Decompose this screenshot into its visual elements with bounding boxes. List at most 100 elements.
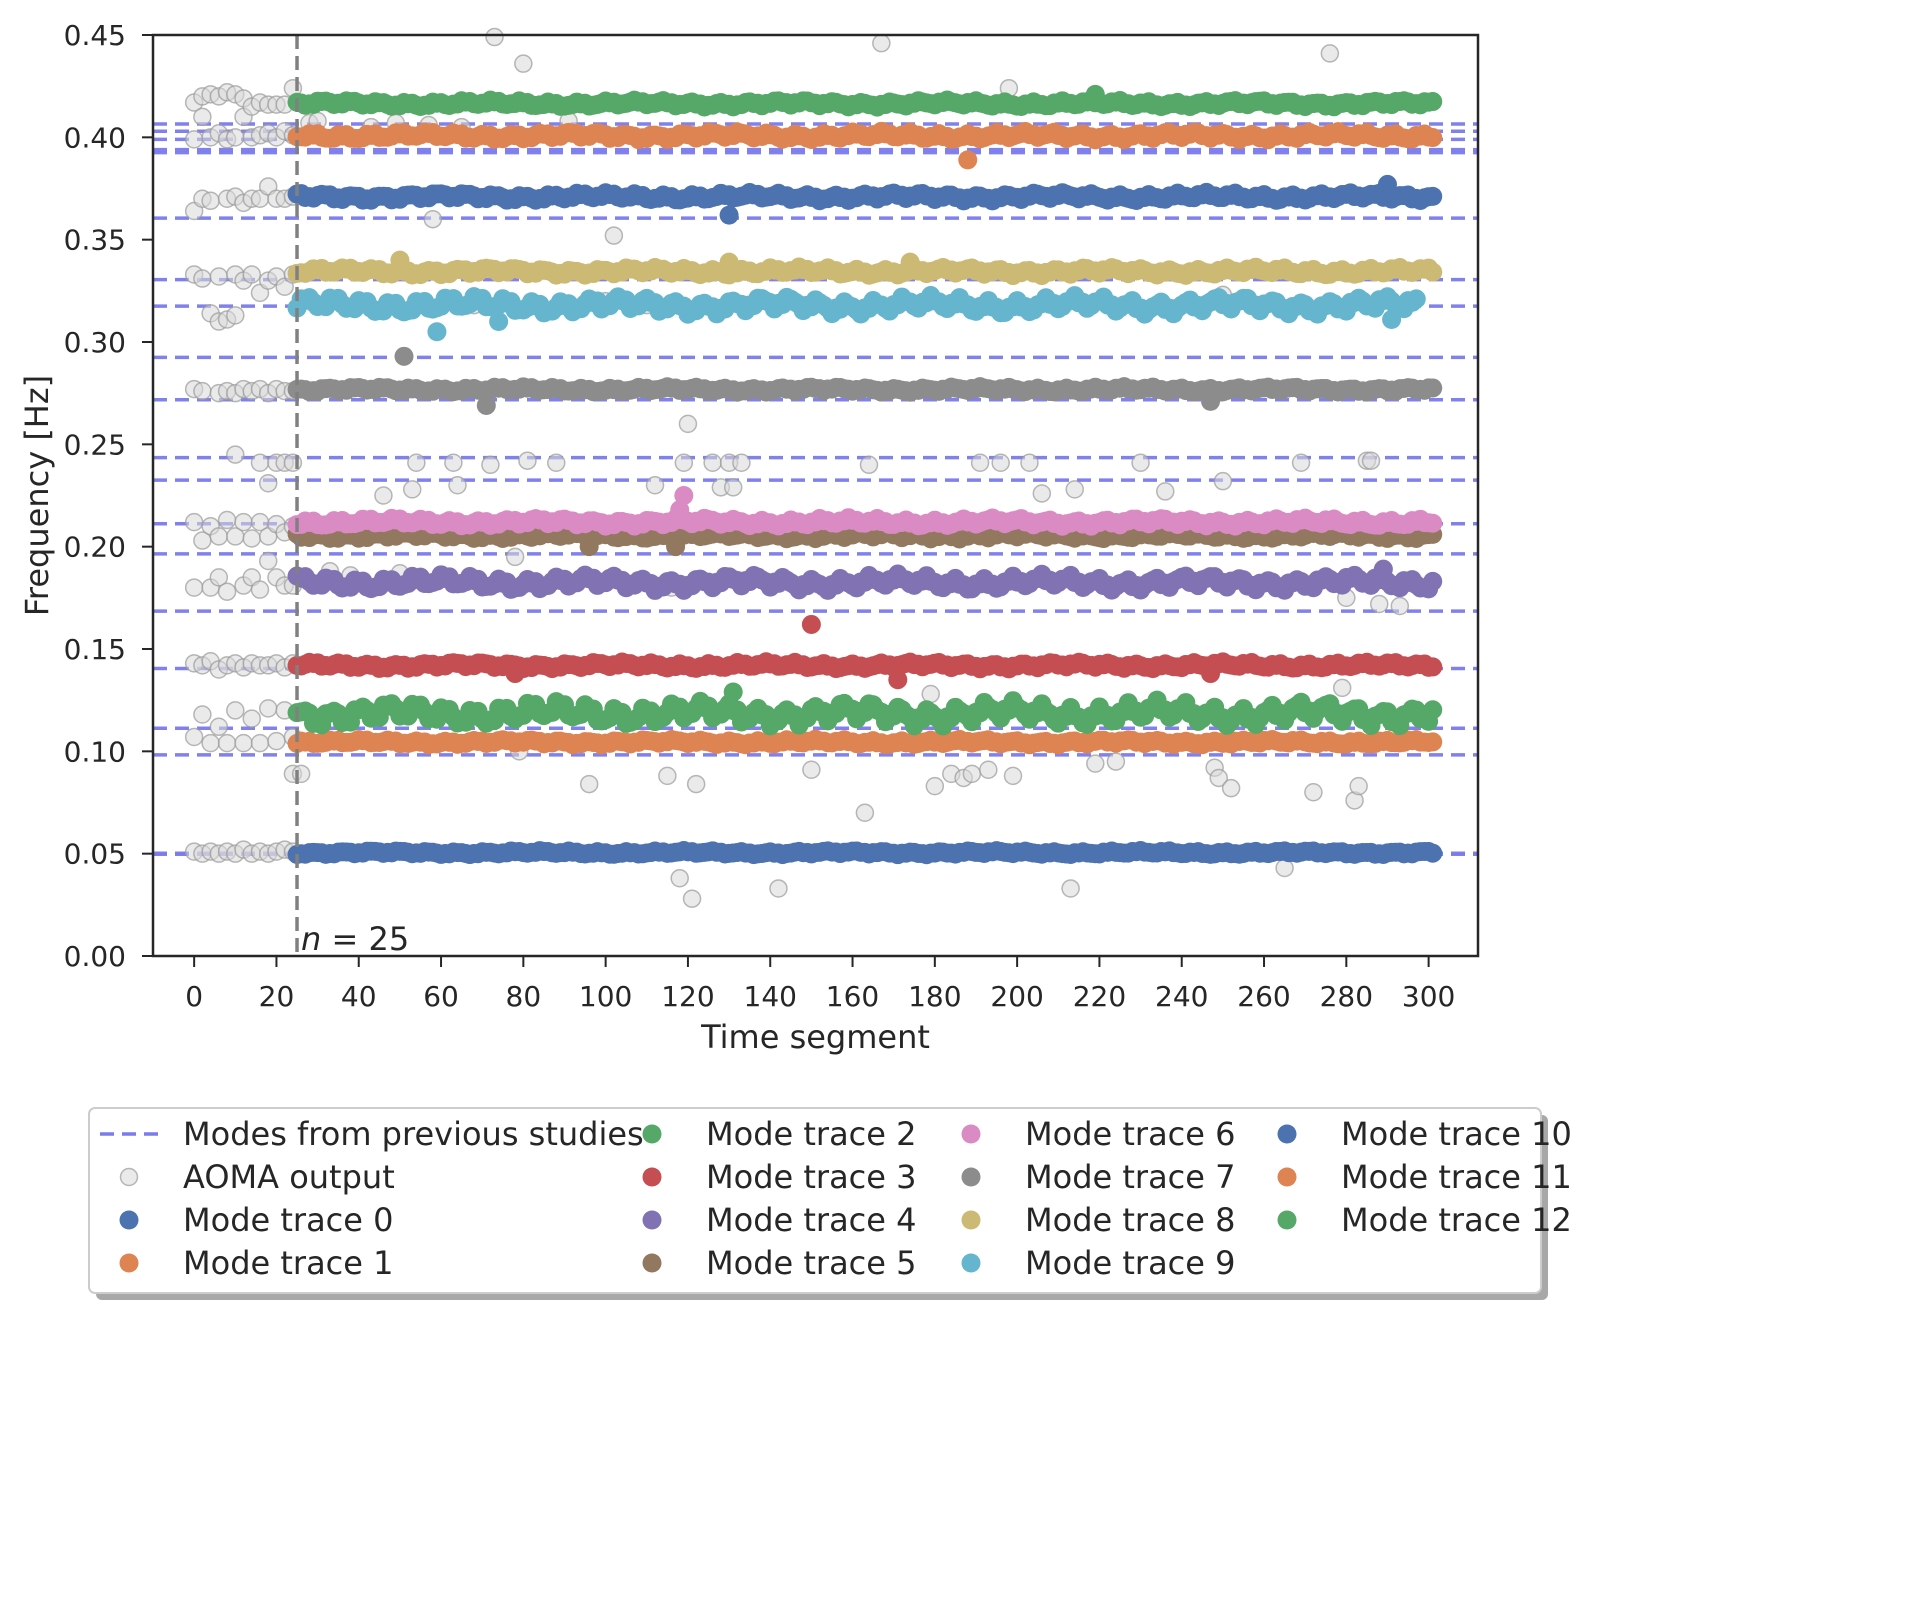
aoma-output-point: [1156, 482, 1175, 501]
y-tick-label: 0.40: [64, 121, 126, 154]
aoma-output-point: [423, 209, 443, 229]
aoma-output-point: [250, 453, 270, 473]
aoma-output-point: [283, 453, 303, 473]
mode-trace-5-point: [666, 537, 686, 557]
y-tick-label: 0.30: [64, 326, 126, 359]
mode-trace-3-point: [888, 670, 908, 690]
x-tick-label: 80: [506, 980, 542, 1013]
aoma-output-point: [242, 529, 262, 548]
aoma-output-point: [209, 568, 229, 587]
mode-trace-8-point: [900, 252, 920, 272]
x-tick-label: 180: [908, 980, 961, 1013]
legend-marker-circle: [1277, 1210, 1297, 1230]
aoma-output-point: [991, 453, 1010, 473]
aoma-output-point: [925, 776, 945, 796]
aoma-output-point: [184, 130, 204, 149]
aoma-output-point: [1131, 453, 1150, 473]
aoma-output-point: [1369, 594, 1389, 614]
x-tick-label: 260: [1237, 980, 1290, 1013]
legend-marker-circle: [961, 1210, 981, 1230]
legend-label: Mode trace 11: [1341, 1158, 1572, 1196]
aoma-output-point: [407, 453, 426, 473]
mode-trace-3-point: [801, 614, 821, 634]
aoma-output-point: [258, 473, 278, 493]
mode-trace-11-point: [958, 150, 978, 170]
aoma-output-point: [658, 766, 677, 786]
aoma-output-point: [962, 764, 982, 784]
legend-label: Mode trace 7: [1025, 1158, 1235, 1196]
aoma-output-point: [1065, 480, 1084, 499]
y-tick-label: 0.45: [64, 19, 126, 52]
legend-marker-circle: [1277, 1167, 1297, 1187]
n-threshold-label-var: n: [301, 920, 321, 958]
aoma-output-point: [184, 727, 204, 747]
mode-trace-8-point: [390, 250, 410, 270]
x-tick-label: 20: [259, 980, 295, 1013]
mode-trace-9-point: [489, 312, 509, 332]
aoma-output-point: [242, 265, 262, 284]
mode-trace-3-point: [1201, 664, 1221, 684]
aoma-output-point: [1106, 752, 1126, 771]
mode-trace-9-point: [1382, 309, 1402, 329]
mode-trace-10: [287, 174, 1443, 225]
y-tick-label: 0.10: [64, 735, 126, 768]
aoma-output-point: [193, 381, 212, 401]
aoma-output-point: [979, 760, 998, 780]
aoma-output-point: [481, 455, 500, 475]
aoma-output-point: [242, 709, 262, 728]
x-axis-ticks: 0 20 40 60 80 100 120 140 160 180 200 220 240 260 280 3…: [185, 956, 1455, 1013]
x-tick-label: 200: [990, 980, 1043, 1013]
aoma-output-point: [193, 107, 212, 127]
aoma-output-point: [226, 445, 245, 464]
aoma-output-point: [723, 478, 743, 497]
mode-trace-points: [287, 84, 1443, 865]
aoma-output-point: [226, 306, 245, 325]
aoma-output-point: [250, 733, 270, 753]
legend-label: Mode trace 12: [1341, 1201, 1572, 1239]
aoma-output-point: [682, 889, 702, 908]
mode-trace-9: [287, 286, 1426, 342]
legend-label: Mode trace 5: [706, 1244, 916, 1282]
aoma-output-point: [670, 868, 689, 888]
mode-trace-3: [287, 614, 1443, 690]
mode-trace-2-point: [1085, 84, 1105, 104]
aoma-output-point: [201, 191, 220, 211]
legend-label: Mode trace 9: [1025, 1244, 1235, 1282]
y-axis-title: Frequency [Hz]: [18, 375, 56, 616]
aoma-output-point: [1320, 44, 1340, 63]
x-tick-label: 160: [826, 980, 879, 1013]
aoma-output-point: [855, 803, 875, 822]
mode-trace-12: [287, 682, 1443, 736]
mode-trace-7-point: [476, 395, 496, 415]
y-tick-label: 0.15: [64, 633, 126, 666]
legend-label: Mode trace 10: [1341, 1115, 1572, 1153]
aoma-output-point: [872, 33, 891, 53]
aoma-output-point: [234, 512, 253, 532]
legend-label: Mode trace 4: [706, 1201, 916, 1239]
aoma-output-point: [193, 269, 212, 288]
mode-trace-1: [287, 729, 1443, 755]
mode-trace-12-point: [723, 682, 743, 702]
mode-trace-6: [287, 486, 1443, 536]
aoma-output-point: [859, 455, 879, 475]
legend-label: Mode trace 6: [1025, 1115, 1235, 1153]
aoma-output-point: [444, 453, 463, 473]
aoma-output-point: [579, 774, 599, 794]
x-tick-label: 60: [423, 980, 459, 1013]
aoma-output-point: [505, 547, 525, 567]
legend-label: Mode trace 8: [1025, 1201, 1235, 1239]
legend-label: Modes from previous studies: [183, 1115, 644, 1153]
mode-trace-7-point: [394, 346, 414, 366]
aoma-output-point: [1020, 453, 1039, 473]
aoma-output-point: [193, 705, 212, 724]
mode-trace-3-point: [1423, 657, 1443, 677]
aoma-output-point: [184, 512, 204, 532]
aoma-output-point: [209, 717, 229, 737]
legend-marker-circle: [642, 1124, 662, 1144]
y-tick-label: 0.25: [64, 428, 126, 461]
mode-trace-0-point: [1423, 843, 1443, 863]
aoma-output-point: [217, 582, 237, 601]
mode-trace-10-point: [719, 205, 739, 225]
